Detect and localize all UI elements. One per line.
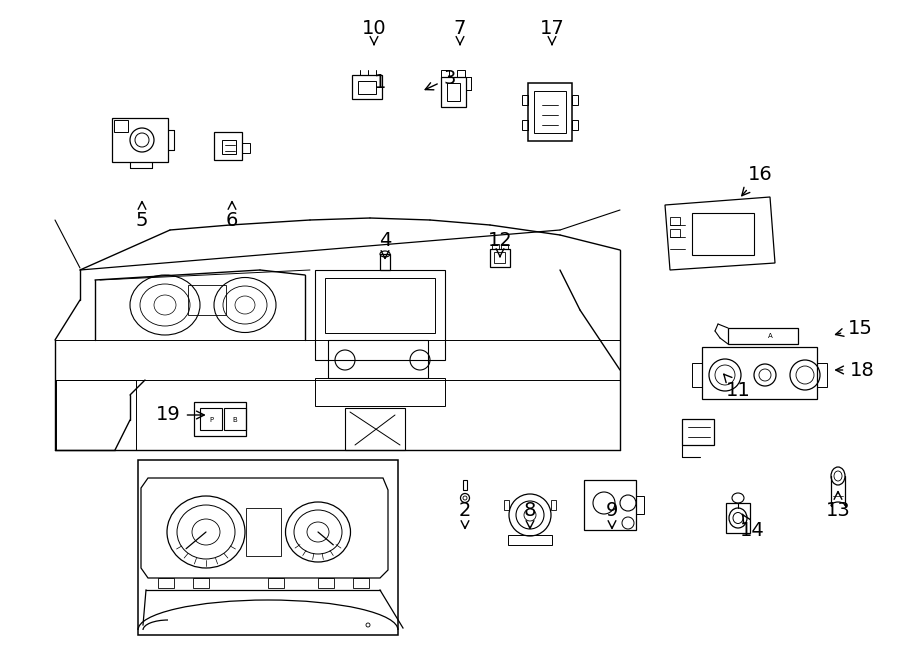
- Bar: [528, 83, 572, 141]
- Text: 3: 3: [425, 69, 456, 90]
- Bar: [214, 132, 242, 160]
- Text: 6: 6: [226, 202, 239, 229]
- Text: 11: 11: [724, 374, 751, 399]
- Bar: [504, 500, 509, 510]
- Bar: [692, 363, 702, 387]
- Bar: [315, 378, 445, 406]
- Bar: [492, 244, 499, 249]
- Bar: [158, 578, 174, 588]
- Bar: [246, 508, 281, 556]
- Text: 8: 8: [524, 500, 536, 528]
- Bar: [463, 480, 467, 490]
- Bar: [315, 270, 445, 360]
- Bar: [194, 402, 246, 436]
- Bar: [318, 578, 334, 588]
- Bar: [584, 480, 636, 530]
- Text: 17: 17: [540, 19, 564, 45]
- Bar: [522, 95, 528, 105]
- Bar: [670, 229, 680, 237]
- Bar: [670, 217, 680, 225]
- Bar: [447, 83, 460, 101]
- Text: 2: 2: [459, 500, 472, 528]
- Bar: [188, 285, 226, 315]
- Text: 16: 16: [742, 165, 772, 196]
- Text: 5: 5: [136, 202, 149, 229]
- Bar: [441, 70, 449, 77]
- Bar: [572, 95, 578, 105]
- Bar: [682, 419, 714, 445]
- Bar: [200, 408, 222, 430]
- Bar: [353, 578, 369, 588]
- Bar: [817, 363, 827, 387]
- Bar: [114, 120, 128, 132]
- Bar: [490, 249, 510, 267]
- Text: P: P: [209, 417, 213, 423]
- Text: 7: 7: [454, 19, 466, 45]
- Bar: [441, 77, 466, 107]
- Text: B: B: [232, 417, 238, 423]
- Bar: [534, 91, 566, 133]
- Bar: [522, 120, 528, 130]
- Text: 19: 19: [156, 405, 204, 424]
- Bar: [501, 244, 508, 249]
- Bar: [380, 254, 390, 270]
- Bar: [138, 460, 398, 635]
- Text: 15: 15: [835, 319, 872, 338]
- Bar: [56, 380, 136, 450]
- Text: A: A: [768, 333, 772, 339]
- Bar: [193, 578, 209, 588]
- Bar: [702, 347, 817, 399]
- Bar: [325, 278, 435, 333]
- Text: 14: 14: [740, 514, 764, 539]
- Bar: [242, 143, 250, 153]
- Bar: [692, 213, 754, 255]
- Bar: [222, 140, 236, 154]
- Bar: [352, 75, 382, 99]
- Text: 12: 12: [488, 231, 512, 257]
- Bar: [636, 496, 644, 514]
- Text: 1: 1: [374, 73, 386, 91]
- Text: 13: 13: [825, 492, 850, 520]
- Text: 10: 10: [362, 19, 386, 45]
- Text: 18: 18: [836, 360, 875, 379]
- Bar: [508, 535, 552, 545]
- Bar: [457, 70, 465, 77]
- Bar: [551, 500, 556, 510]
- Bar: [328, 340, 428, 378]
- Bar: [726, 503, 750, 533]
- Bar: [358, 81, 376, 94]
- Bar: [268, 578, 284, 588]
- Bar: [345, 408, 405, 450]
- Bar: [572, 120, 578, 130]
- Text: 4: 4: [379, 231, 392, 258]
- Text: 9: 9: [606, 500, 618, 528]
- Bar: [224, 408, 246, 430]
- Bar: [494, 252, 505, 263]
- Bar: [728, 328, 798, 344]
